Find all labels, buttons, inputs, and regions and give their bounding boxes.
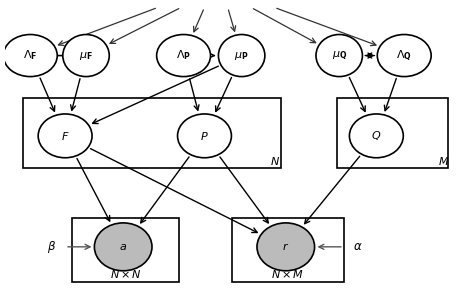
Text: $F$: $F$ [61,130,69,142]
Ellipse shape [377,35,431,77]
Ellipse shape [94,223,152,271]
Bar [337,98,448,168]
Text: $N \times N$: $N \times N$ [109,268,142,280]
Text: $\Lambda_{\mathbf{P}}$: $\Lambda_{\mathbf{P}}$ [176,49,191,63]
Bar [72,218,179,282]
Ellipse shape [349,114,403,158]
Text: $N \times M$: $N \times M$ [272,268,305,280]
Ellipse shape [63,35,109,77]
Ellipse shape [219,35,265,77]
Text: $N$: $N$ [271,155,281,167]
Text: $\beta$: $\beta$ [46,239,56,255]
Text: $\alpha$: $\alpha$ [353,240,363,253]
Text: $\mu_{\mathbf{P}}$: $\mu_{\mathbf{P}}$ [234,49,249,62]
Text: $P$: $P$ [200,130,209,142]
Text: $\mu_{\mathbf{Q}}$: $\mu_{\mathbf{Q}}$ [331,49,347,62]
Ellipse shape [38,114,92,158]
Text: $\Lambda_{\mathbf{F}}$: $\Lambda_{\mathbf{F}}$ [23,49,37,63]
Ellipse shape [316,35,363,77]
Text: $a$: $a$ [119,242,127,252]
Bar [232,218,344,282]
Text: $Q$: $Q$ [371,129,382,142]
Ellipse shape [156,35,210,77]
Ellipse shape [3,35,57,77]
Ellipse shape [178,114,231,158]
Bar [23,98,281,168]
Ellipse shape [257,223,315,271]
Text: $r$: $r$ [282,241,289,252]
Text: $\Lambda_{\mathbf{Q}}$: $\Lambda_{\mathbf{Q}}$ [396,48,412,63]
Text: $M$: $M$ [438,155,449,167]
Text: $\mu_{\mathbf{F}}$: $\mu_{\mathbf{F}}$ [79,49,93,62]
